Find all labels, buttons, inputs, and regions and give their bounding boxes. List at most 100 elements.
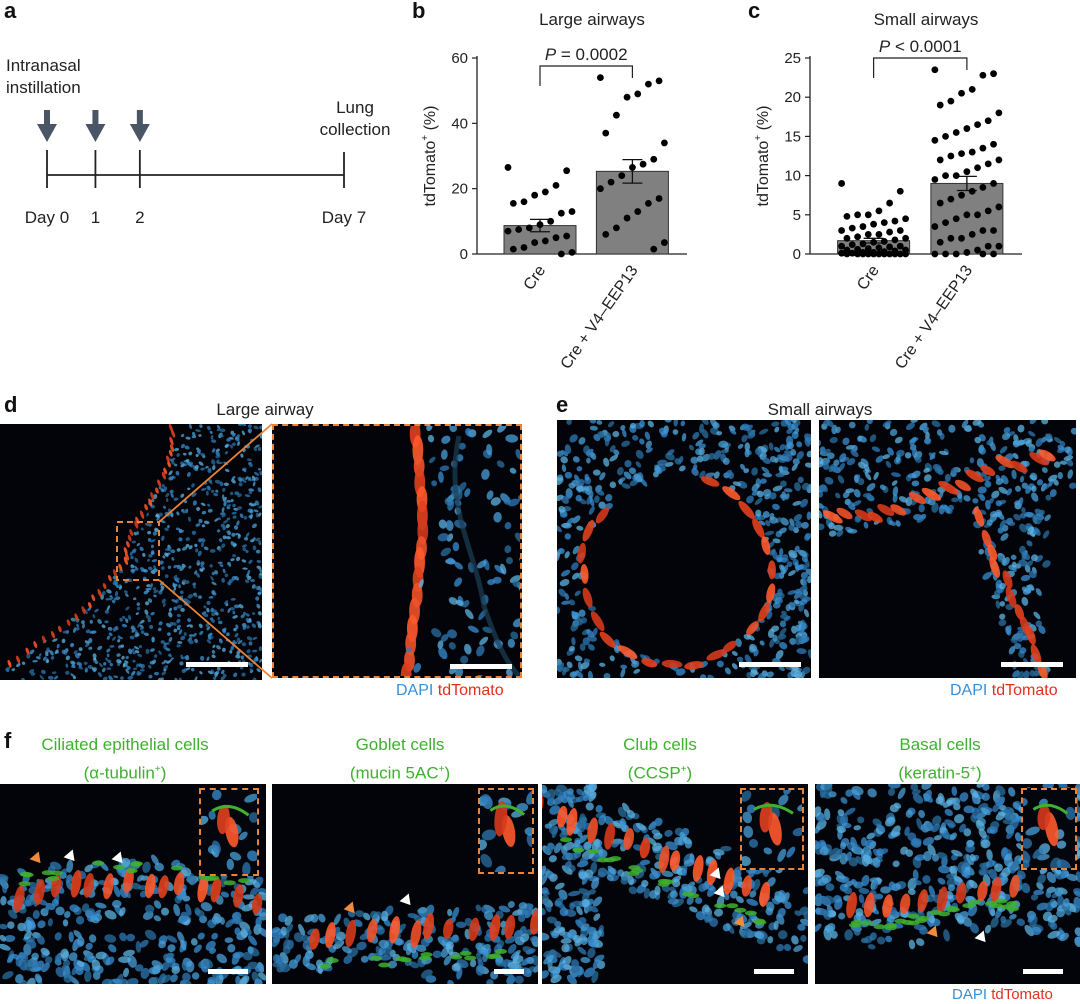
nucleus	[234, 575, 239, 581]
nucleus	[161, 961, 170, 971]
nucleus	[1013, 513, 1021, 521]
nucleus	[542, 970, 549, 979]
nucleus	[1032, 848, 1043, 859]
data-point	[995, 109, 1003, 117]
data-point	[958, 234, 965, 242]
nucleus	[176, 604, 183, 609]
tdtomato-cell	[980, 465, 996, 477]
nucleus	[212, 592, 217, 596]
nucleus	[209, 430, 213, 434]
nucleus	[1001, 867, 1011, 878]
nucleus	[746, 804, 756, 814]
nucleus	[130, 568, 135, 573]
nucleus	[158, 485, 162, 490]
nucleus	[579, 856, 589, 864]
nucleus	[560, 569, 571, 577]
nucleus	[380, 910, 389, 922]
nucleus	[222, 520, 229, 524]
nucleus	[554, 842, 562, 854]
data-point	[875, 231, 883, 238]
nucleus	[139, 939, 149, 948]
nucleus	[504, 545, 512, 554]
data-point	[963, 168, 971, 176]
tdtomato-cell	[97, 588, 102, 598]
nucleus	[867, 944, 876, 950]
nucleus	[318, 913, 326, 923]
goblet-cells-image	[272, 784, 538, 984]
nucleus	[140, 967, 150, 979]
nucleus	[793, 670, 803, 678]
nucleus	[568, 890, 581, 897]
nucleus	[143, 590, 149, 595]
nucleus	[227, 531, 232, 536]
nucleus	[65, 670, 70, 675]
nucleus	[34, 973, 43, 983]
nucleus	[778, 665, 785, 672]
nucleus	[1065, 806, 1075, 820]
data-point	[563, 167, 571, 175]
nucleus	[233, 525, 239, 530]
data-point	[984, 207, 992, 215]
nucleus	[1019, 545, 1026, 554]
nucleus	[755, 509, 762, 517]
nucleus	[252, 677, 257, 680]
nucleus	[151, 854, 159, 866]
nucleus	[216, 529, 221, 533]
marker-signal	[968, 899, 981, 905]
nucleus	[838, 462, 846, 472]
nucleus	[158, 973, 166, 984]
nucleus	[458, 442, 466, 450]
tdtomato-cell	[738, 500, 755, 520]
nucleus	[854, 515, 861, 523]
nucleus	[219, 433, 224, 438]
data-point	[896, 250, 904, 258]
nucleus	[948, 504, 954, 511]
nucleus	[837, 809, 845, 817]
nucleus	[447, 629, 457, 639]
nucleus	[242, 547, 247, 552]
x-tick-label: Cre + V4–EEP13	[558, 262, 642, 372]
data-point	[984, 242, 992, 250]
nucleus	[1053, 479, 1059, 486]
nucleus	[621, 483, 631, 489]
nucleus	[557, 477, 564, 486]
nucleus	[928, 885, 936, 898]
nucleus	[621, 440, 631, 447]
nucleus	[992, 804, 1000, 813]
nucleus	[882, 454, 891, 460]
nucleus	[864, 423, 870, 431]
nucleus	[249, 887, 259, 897]
nucleus	[789, 637, 797, 645]
marker-signal	[485, 954, 498, 960]
nucleus	[978, 446, 986, 455]
nucleus	[146, 512, 149, 517]
nucleus	[167, 632, 171, 636]
nucleus	[777, 596, 783, 604]
data-point	[880, 238, 888, 245]
nucleus	[764, 530, 775, 536]
nucleus	[1024, 925, 1034, 937]
nucleus	[165, 498, 169, 503]
data-point	[520, 244, 528, 251]
data-point	[613, 111, 620, 119]
nucleus	[111, 900, 122, 908]
nucleus	[744, 449, 750, 458]
tdtomato-cell	[233, 884, 244, 908]
nucleus	[743, 825, 754, 838]
nucleus	[232, 442, 236, 447]
nucleus	[173, 574, 178, 580]
nucleus	[255, 512, 259, 518]
nucleus	[180, 443, 185, 449]
nucleus	[6, 953, 15, 963]
nucleus	[140, 630, 145, 634]
nucleus	[162, 555, 166, 559]
nucleus	[150, 550, 155, 555]
nucleus	[777, 907, 786, 918]
nucleus	[571, 562, 579, 571]
nucleus	[77, 936, 85, 947]
nucleus	[124, 590, 128, 594]
nucleus	[200, 467, 205, 471]
data-point	[942, 219, 949, 227]
nucleus	[699, 423, 704, 434]
nucleus	[698, 443, 706, 449]
